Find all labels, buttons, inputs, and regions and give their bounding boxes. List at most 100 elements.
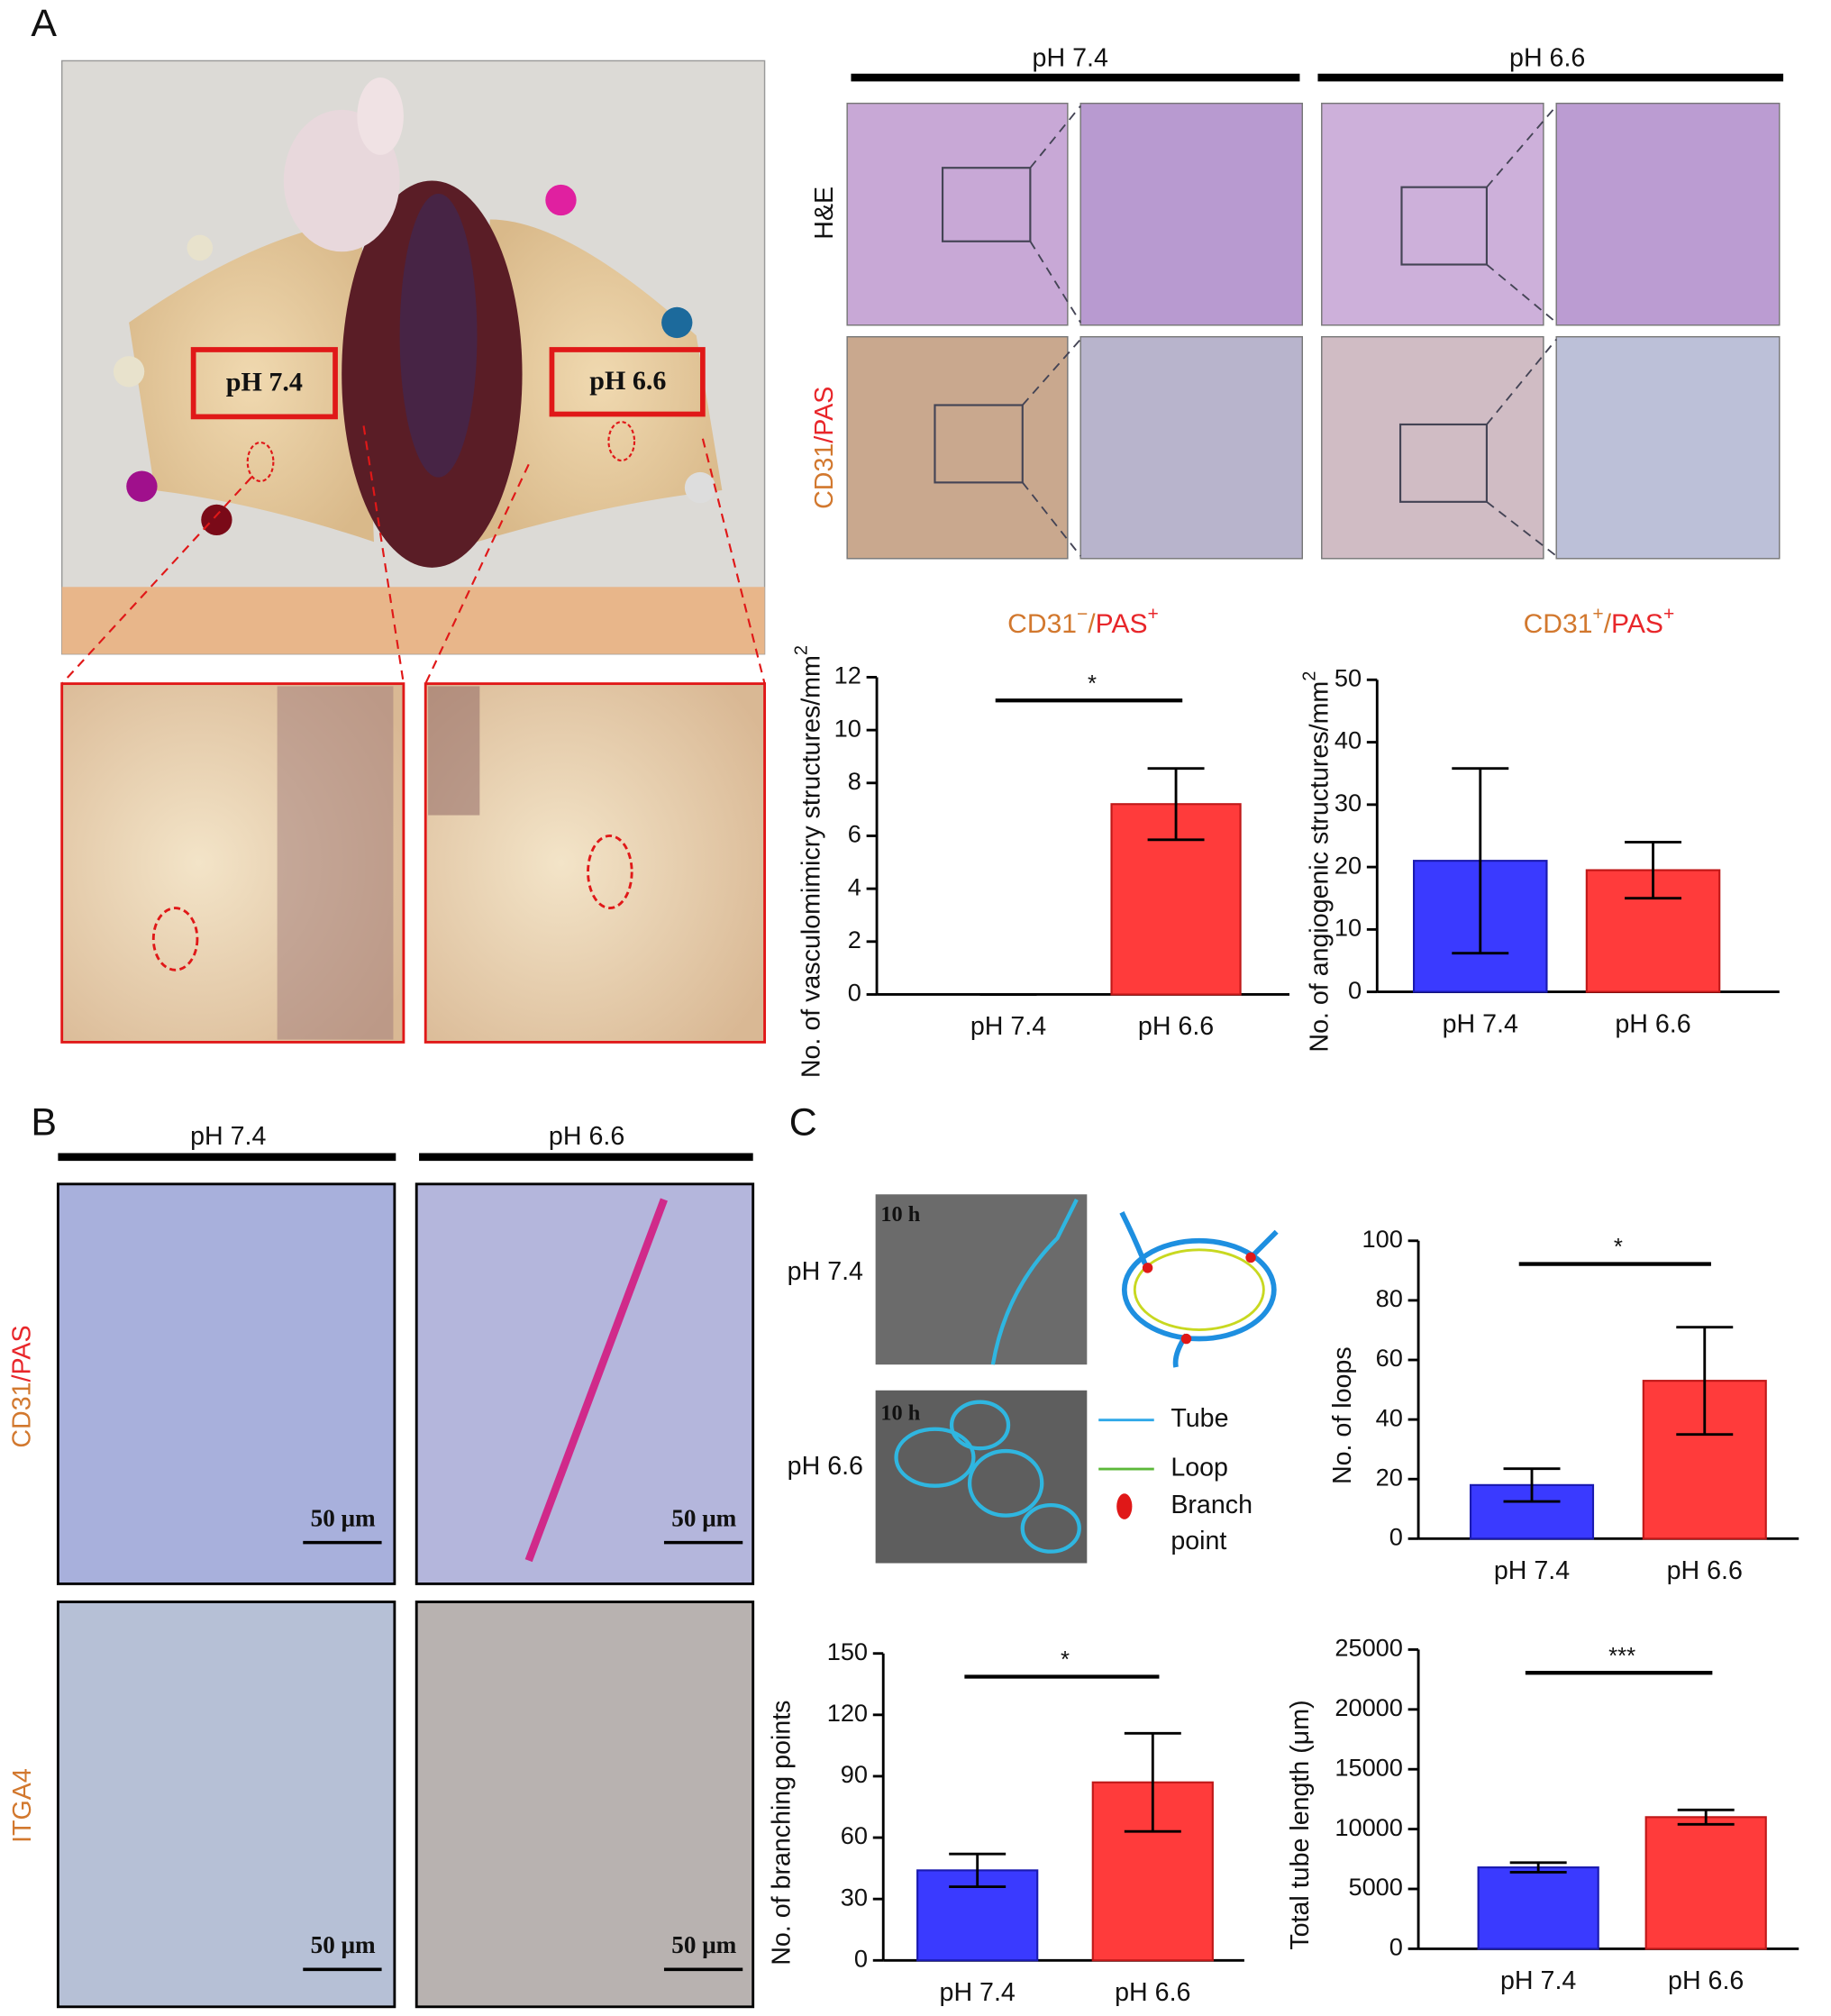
y-tick-label: 8 <box>848 767 861 795</box>
panel-label: A <box>31 2 57 45</box>
time-label: 10 h <box>880 1401 920 1426</box>
y-tick-label: 25000 <box>1335 1634 1403 1662</box>
y-tick-label: 20 <box>1376 1463 1403 1491</box>
y-tick-label: 30 <box>841 1883 868 1911</box>
y-tick-label: 150 <box>827 1637 868 1665</box>
x-tick-label: pH 7.4 <box>940 1978 1016 2007</box>
y-axis-label: No. of vasculomimicry structures/mm2 <box>792 645 825 1078</box>
chart-title-part: − <box>1077 604 1088 625</box>
x-tick-label: pH 6.6 <box>1667 1556 1743 1585</box>
column-header: pH 6.6 <box>549 1122 624 1151</box>
chart-title: CD31+/PAS+ <box>1524 604 1675 639</box>
histology-header: pH 6.6 <box>1509 44 1585 73</box>
significance-label: *** <box>1608 1644 1635 1669</box>
y-tick-label: 12 <box>834 661 861 689</box>
y-tick-label: 20 <box>1335 851 1362 879</box>
column-header: pH 7.4 <box>190 1122 266 1151</box>
x-tick-label: pH 6.6 <box>1138 1012 1214 1041</box>
x-tick-label: pH 7.4 <box>1494 1556 1570 1585</box>
row-label-part: CD31 <box>809 443 838 509</box>
panel-label: C <box>789 1100 817 1144</box>
bar <box>1585 869 1721 993</box>
scale-label: 50 μm <box>311 1931 376 1958</box>
scale-label: 50 μm <box>671 1505 736 1532</box>
legend-label: Loop <box>1171 1454 1228 1482</box>
bar <box>1477 1866 1599 1950</box>
y-tick-label: 0 <box>1348 976 1362 1004</box>
row-label: pH 7.4 <box>788 1257 863 1286</box>
y-tick-label: 40 <box>1335 726 1362 754</box>
chart-title-part: / <box>1088 609 1096 639</box>
chart-title-part: + <box>1663 604 1674 625</box>
row-label: CD31/PAS <box>7 1325 36 1447</box>
row-label-part: CD31 <box>7 1382 36 1447</box>
y-tick-label: 10000 <box>1335 1813 1403 1841</box>
photo-label: pH 7.4 <box>226 367 303 397</box>
significance-label: * <box>1614 1235 1623 1260</box>
y-axis-label-part: 2 <box>1300 671 1320 681</box>
chart-title-part: + <box>1592 604 1603 625</box>
row-label-part: ITGA4 <box>7 1768 36 1843</box>
scale-label: 50 μm <box>311 1505 376 1532</box>
y-tick-label: 50 <box>1335 664 1362 692</box>
chart-title-part: CD31 <box>1007 609 1077 639</box>
y-tick-label: 4 <box>848 872 861 900</box>
significance-label: * <box>1061 1647 1070 1673</box>
y-tick-label: 80 <box>1376 1284 1403 1312</box>
time-label: 10 h <box>880 1202 920 1227</box>
y-axis-label-part: No. of branching points <box>767 1700 796 1965</box>
y-tick-label: 120 <box>827 1699 868 1727</box>
row-label: pH 6.6 <box>788 1452 863 1481</box>
legend-label: Branch <box>1171 1491 1253 1519</box>
significance-label: * <box>1088 671 1097 697</box>
y-tick-label: 2 <box>848 926 861 953</box>
y-axis-label: Total tube length (μm) <box>1285 1700 1314 1949</box>
y-tick-label: 60 <box>1376 1344 1403 1372</box>
x-tick-label: pH 7.4 <box>970 1012 1046 1041</box>
histology-header: pH 7.4 <box>1033 44 1108 73</box>
row-label: CD31/PAS <box>809 387 838 509</box>
y-axis-label: No. of branching points <box>767 1700 796 1965</box>
row-label: H&E <box>809 187 838 240</box>
y-tick-label: 15000 <box>1335 1753 1403 1781</box>
y-axis-label: No. of angiogenic structures/mm2 <box>1300 671 1334 1053</box>
histology-grid <box>846 73 1784 560</box>
row-label-part: H&E <box>809 187 838 240</box>
y-tick-label: 20000 <box>1335 1693 1403 1721</box>
row-label-part: /PAS <box>809 387 838 443</box>
chart-title-part: + <box>1148 604 1159 625</box>
bar <box>1644 1816 1767 1950</box>
y-tick-label: 0 <box>1389 1523 1403 1551</box>
y-tick-label: 0 <box>848 979 861 1007</box>
tube-assay <box>875 1194 1279 1564</box>
y-tick-label: 10 <box>834 714 861 742</box>
y-tick-label: 100 <box>1362 1225 1403 1253</box>
y-tick-label: 60 <box>841 1821 868 1849</box>
scale-label: 50 μm <box>671 1931 736 1958</box>
chart-title-part: PAS <box>1096 609 1148 639</box>
chart-title-part: CD31 <box>1524 609 1593 639</box>
chart-title-part: PAS <box>1611 609 1663 639</box>
y-axis-label-part: No. of loops <box>1328 1346 1357 1484</box>
y-axis-label-part: 2 <box>792 645 812 655</box>
y-axis-label-part: No. of angiogenic structures/mm <box>1305 681 1334 1053</box>
chart-title: CD31−/PAS+ <box>1007 604 1159 639</box>
legend-label: point <box>1171 1527 1226 1555</box>
x-tick-label: pH 6.6 <box>1615 1009 1690 1038</box>
y-tick-label: 30 <box>1335 789 1362 816</box>
y-axis-label: No. of loops <box>1328 1346 1357 1484</box>
panel-label: B <box>31 1100 57 1144</box>
row-label: ITGA4 <box>7 1768 36 1843</box>
y-tick-label: 40 <box>1376 1403 1403 1431</box>
legend-label: Tube <box>1171 1404 1228 1433</box>
y-axis-label-part: No. of vasculomimicry structures/mm <box>797 655 825 1078</box>
x-tick-label: pH 7.4 <box>1443 1009 1518 1038</box>
y-tick-label: 90 <box>841 1760 868 1788</box>
photo-insets <box>60 682 767 1044</box>
row-label-part: /PAS <box>7 1325 36 1382</box>
y-tick-label: 5000 <box>1348 1873 1402 1901</box>
x-tick-label: pH 6.6 <box>1115 1978 1190 2007</box>
x-tick-label: pH 6.6 <box>1668 1966 1744 1995</box>
